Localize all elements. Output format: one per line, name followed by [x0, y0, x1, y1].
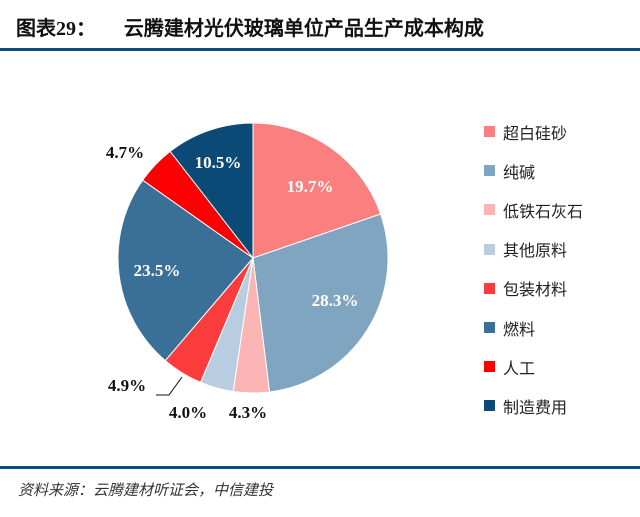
legend-label: 人工 — [503, 358, 536, 378]
legend-label: 燃料 — [503, 319, 536, 339]
legend-swatch — [484, 204, 495, 216]
legend-item: 低铁石灰石 — [484, 190, 583, 229]
legend-item: 超白硅砂 — [484, 112, 583, 151]
source-note: 资料来源：云腾建材听证会，中信建投 — [18, 481, 274, 499]
pie-slice-2 — [252, 213, 389, 393]
figure-number: 图表29： — [16, 18, 96, 40]
legend-item: 包装材料 — [484, 269, 583, 308]
legend-item: 燃料 — [484, 308, 583, 347]
legend-item: 制造费用 — [484, 386, 583, 425]
legend-label: 超白硅砂 — [503, 123, 568, 143]
legend-swatch — [484, 322, 495, 334]
legend-swatch — [484, 126, 495, 138]
legend-label: 包装材料 — [503, 280, 568, 300]
figure-title: 图表29： 云腾建材光伏玻璃单位产品生产成本构成 — [16, 12, 484, 41]
data-label-3: 4.3% — [229, 403, 267, 422]
footer-rule — [0, 466, 640, 469]
legend-swatch — [484, 361, 495, 373]
legend-item: 其他原料 — [484, 230, 583, 269]
legend-swatch — [484, 243, 495, 255]
header-rule — [0, 48, 640, 51]
data-label-1: 19.7% — [287, 177, 334, 196]
data-label-8: 10.5% — [195, 153, 242, 172]
legend: 超白硅砂纯碱低铁石灰石其他原料包装材料燃料人工制造费用 — [484, 112, 583, 426]
legend-label: 其他原料 — [503, 241, 568, 261]
data-label-7: 4.7% — [106, 143, 144, 162]
legend-swatch — [484, 165, 495, 177]
figure-title-text: 云腾建材光伏玻璃单位产品生产成本构成 — [123, 16, 484, 40]
legend-label: 制造费用 — [503, 397, 568, 417]
data-label-4: 4.0% — [169, 403, 207, 422]
legend-item: 纯碱 — [484, 151, 583, 190]
legend-swatch — [484, 400, 495, 412]
data-label-2: 28.3% — [312, 291, 359, 310]
legend-item: 人工 — [484, 347, 583, 386]
legend-label: 低铁石灰石 — [503, 201, 584, 221]
legend-label: 纯碱 — [503, 162, 536, 182]
data-label-5: 4.9% — [108, 376, 146, 395]
leader-line — [156, 376, 183, 396]
pie-slice-1 — [252, 122, 382, 259]
pie-slice-8 — [169, 122, 254, 260]
data-label-6: 23.5% — [134, 261, 181, 280]
pie-slice-6 — [117, 179, 254, 362]
legend-swatch — [484, 282, 495, 294]
